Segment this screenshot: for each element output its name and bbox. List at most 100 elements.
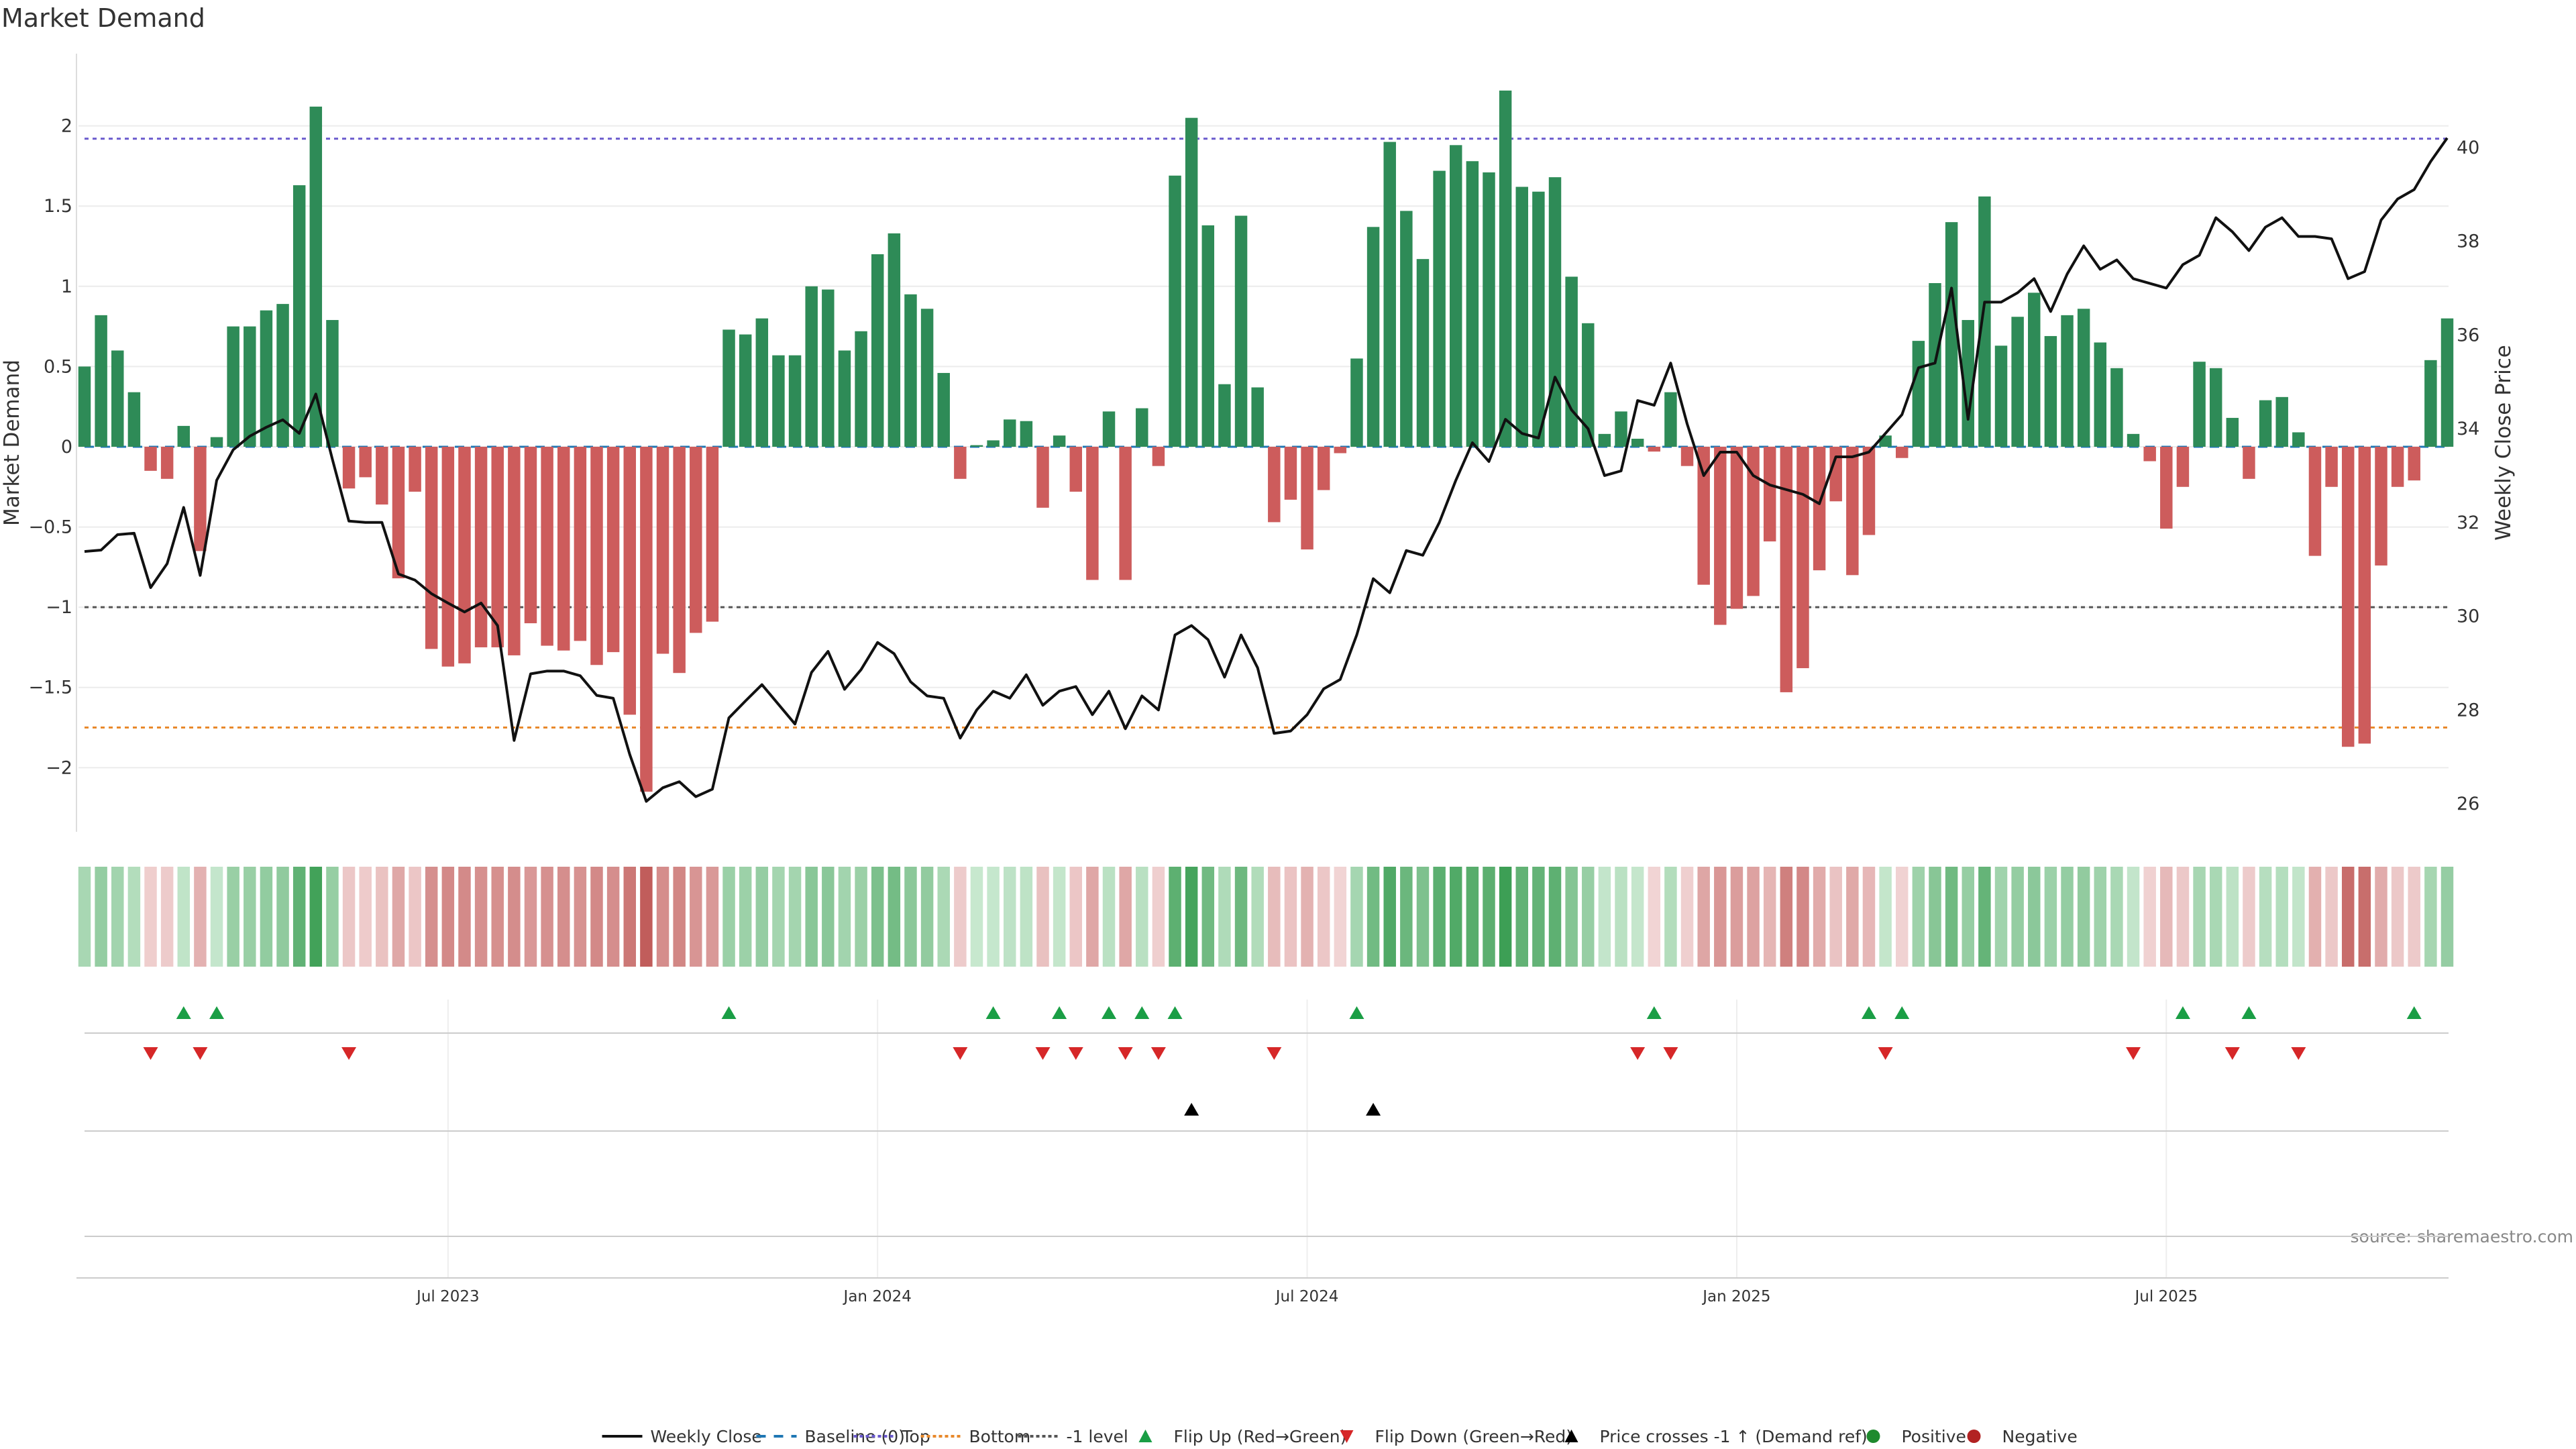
heat-cell: [1334, 867, 1347, 967]
positive-dot-icon: [1866, 1430, 1880, 1443]
heat-cell: [541, 867, 553, 967]
heat-cell: [1201, 867, 1215, 967]
negative-bar: [160, 446, 174, 479]
heat-cell: [2094, 867, 2107, 967]
heat-cell: [1813, 867, 1826, 967]
heat-cell: [1730, 867, 1743, 967]
heat-cell: [1086, 867, 1099, 967]
heat-cell: [2143, 867, 2156, 967]
heat-cell: [1879, 867, 1892, 967]
heat-cell: [1648, 867, 1661, 967]
y-tick-label: −1.5: [28, 678, 72, 698]
negative-bar: [2243, 446, 2255, 479]
negative-bar: [1284, 446, 1297, 500]
heat-cell: [260, 867, 273, 967]
flip-down-marker: [2126, 1047, 2141, 1060]
heat-cell: [706, 867, 719, 967]
positive-bar: [1102, 411, 1116, 447]
heat-cell: [1416, 867, 1430, 967]
positive-bar: [1565, 276, 1578, 447]
heat-cell: [474, 867, 488, 967]
positive-bar: [1912, 341, 1925, 447]
price-cross-icon: [1564, 1430, 1578, 1442]
heat-cell: [144, 867, 157, 967]
heat-cell: [1829, 867, 1842, 967]
positive-bar: [904, 294, 917, 447]
y2-tick-label: 26: [2457, 794, 2479, 814]
legend-item: Weekly Close: [602, 1427, 762, 1446]
positive-bar: [2127, 433, 2140, 447]
reference-levels: [85, 138, 2449, 729]
heat-cell: [1053, 867, 1066, 967]
heat-cell: [441, 867, 455, 967]
negative-bar: [1152, 446, 1165, 466]
legend-item: Top: [853, 1427, 930, 1446]
flip-up-marker: [1861, 1006, 1876, 1019]
negative-bar: [557, 446, 570, 651]
heat-cell: [2077, 867, 2090, 967]
heat-cell: [1763, 867, 1776, 967]
heat-cell: [1615, 867, 1627, 967]
positive-bar: [2028, 292, 2041, 447]
heat-cell: [1714, 867, 1727, 967]
flip-down-marker: [1035, 1047, 1051, 1060]
positive-bar: [1466, 161, 1479, 447]
positive-bar: [309, 106, 323, 447]
heat-cell: [1582, 867, 1595, 967]
heat-cell: [1565, 867, 1578, 967]
positive-bar: [2061, 315, 2074, 447]
positive-bar: [1366, 227, 1380, 447]
heat-cell: [1268, 867, 1281, 967]
positive-bar: [1218, 384, 1231, 447]
negative-bar: [376, 446, 388, 505]
positive-bar: [1483, 172, 1495, 447]
weekly-close-line: [84, 137, 2449, 803]
positive-bar: [1416, 259, 1430, 447]
flip-up-marker: [209, 1006, 225, 1019]
positive-bar: [1004, 419, 1016, 447]
positive-bar: [2226, 417, 2239, 447]
heat-cell: [1152, 867, 1165, 967]
negative-bar: [425, 446, 438, 649]
positive-bar: [127, 392, 141, 447]
y-tick-label: 0: [61, 437, 72, 458]
legend-item: -1 level: [1018, 1427, 1128, 1446]
flip-up-marker: [1349, 1006, 1364, 1019]
demand-heat-strip: [78, 867, 2454, 967]
negative-bar: [1846, 446, 1859, 576]
heat-cell: [1218, 867, 1231, 967]
heat-cell: [739, 867, 752, 967]
legend-label: -1 level: [1067, 1427, 1128, 1446]
positive-bar: [987, 440, 1000, 447]
negative-bar: [2358, 446, 2371, 744]
heat-cell: [2209, 867, 2222, 967]
flip-up-marker: [721, 1006, 737, 1019]
legend-item: Price crosses -1 ↑ (Demand ref): [1564, 1427, 1868, 1446]
heat-cell: [2292, 867, 2305, 967]
flip-down-marker: [953, 1047, 968, 1060]
negative-bar: [1119, 446, 1132, 580]
legend-item: Flip Down (Green→Red): [1340, 1427, 1572, 1446]
heat-cell: [524, 867, 537, 967]
positive-bar: [177, 425, 191, 447]
positive-bar: [1383, 142, 1396, 447]
heat-cell: [2160, 867, 2173, 967]
heat-cell: [309, 867, 323, 967]
negative-dot-icon: [1967, 1430, 1981, 1443]
flip-up-marker: [2241, 1006, 2257, 1019]
flip-down-marker: [1150, 1047, 1166, 1060]
heat-cell: [640, 867, 653, 967]
heat-cell: [2061, 867, 2074, 967]
heat-cell: [425, 867, 438, 967]
y-tick-label: 1: [61, 276, 72, 297]
heat-cell: [1185, 867, 1198, 967]
heat-cell: [1251, 867, 1264, 967]
heat-cell: [623, 867, 637, 967]
heat-cell: [1515, 867, 1528, 967]
y2-tick-label: 36: [2457, 325, 2479, 345]
positive-bar: [1532, 191, 1545, 447]
positive-bar: [1978, 196, 1991, 447]
negative-bar: [590, 446, 603, 665]
flip-down-marker: [341, 1047, 357, 1060]
flip-up-marker: [1102, 1006, 1117, 1019]
